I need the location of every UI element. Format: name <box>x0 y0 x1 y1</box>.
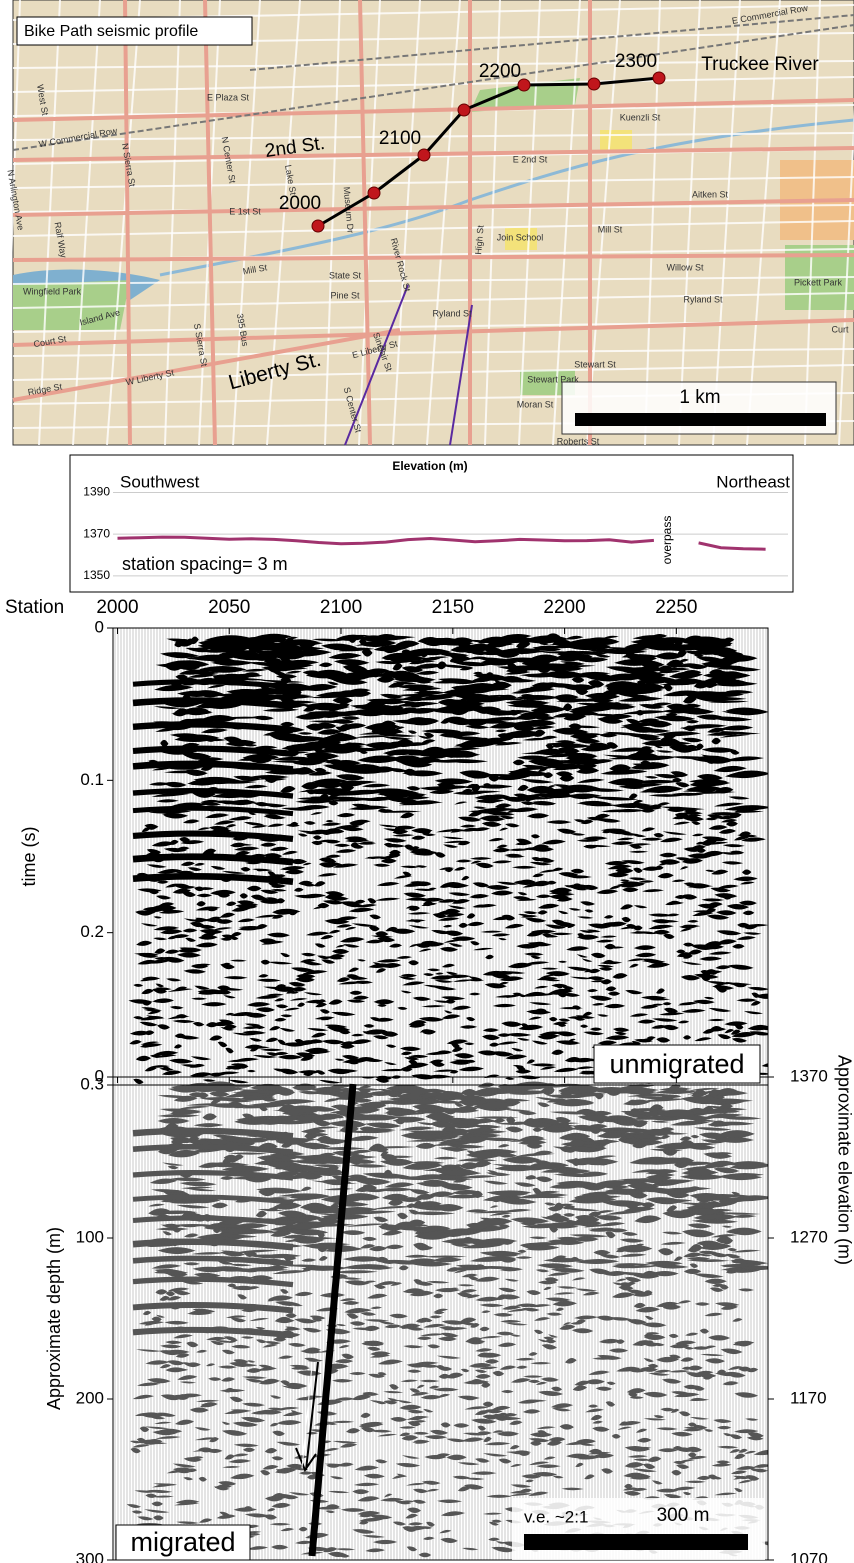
x-tick-label: 2150 <box>432 597 474 618</box>
y2-tick-label: 1270 <box>790 1227 828 1246</box>
station-label: 2000 <box>279 193 321 214</box>
annotation: station spacing= 3 m <box>122 554 288 574</box>
figure: E Commercial RowE Plaza StW Commercial R… <box>0 0 854 1563</box>
x-axis-label: Station <box>5 597 64 618</box>
y-tick-label: 0.1 <box>80 770 104 789</box>
y-tick-label: 1370 <box>83 526 110 540</box>
x-tick-label: 2000 <box>96 597 138 618</box>
street-label: Pickett Park <box>794 277 843 287</box>
station-dot <box>458 104 470 116</box>
scale-text: v.e. ~2:1 <box>524 1507 588 1526</box>
y2-axis-label: Approximate elevation (m) <box>834 1055 854 1265</box>
y-tick-label: 200 <box>76 1388 104 1407</box>
y-tick-label: 100 <box>76 1227 104 1246</box>
annotation: overpass <box>660 516 674 565</box>
block <box>600 130 632 150</box>
y-tick-label: 0 <box>95 1066 104 1085</box>
station-dot <box>653 72 665 84</box>
scale-text: 300 m <box>657 1505 710 1526</box>
street-label: E 1st St <box>229 206 261 216</box>
y-tick-label: 0 <box>95 617 104 636</box>
street-label: Willow St <box>666 262 704 272</box>
y2-tick-label: 1070 <box>790 1549 828 1563</box>
street-label: State St <box>329 270 362 280</box>
street-label: E Plaza St <box>207 92 250 102</box>
x-tick-label: 2250 <box>655 597 697 618</box>
street-label: Curt <box>831 324 849 334</box>
x-tick-label: 2100 <box>320 597 362 618</box>
y-axis-label: time (s) <box>19 827 39 887</box>
street-label: E 2nd St <box>513 154 548 164</box>
y-tick-label: 1350 <box>83 568 110 582</box>
station-label: 2100 <box>379 128 421 149</box>
station-label: 2200 <box>479 61 521 82</box>
y-tick-label: 0.2 <box>80 922 104 941</box>
scale-bar <box>524 1534 748 1550</box>
x-tick-label: 2200 <box>543 597 585 618</box>
y2-tick-label: 1370 <box>790 1066 828 1085</box>
x-tick-label: 2050 <box>208 597 250 618</box>
street-label: Pine St <box>330 290 360 300</box>
panel-label: migrated <box>130 1527 235 1557</box>
y-tick-label: 300 <box>76 1549 104 1563</box>
y2-tick-label: 1170 <box>790 1388 827 1407</box>
y-tick-label: 1390 <box>83 485 110 499</box>
station-dot <box>588 78 600 90</box>
chart-title: Elevation (m) <box>392 459 467 473</box>
street-label: Wingfield Park <box>23 286 82 296</box>
annotation: Southwest <box>120 472 200 491</box>
street-label: Roberts St <box>557 436 600 446</box>
street-label: Moran St <box>517 399 554 409</box>
scale-bar <box>575 413 826 426</box>
station-label: 2300 <box>615 51 657 72</box>
street-label: Stewart St <box>574 359 616 369</box>
station-dot <box>312 220 324 232</box>
street-label: Kuenzli St <box>620 112 661 122</box>
panel-label: unmigrated <box>609 1049 744 1079</box>
street-label: Ryland St <box>432 308 472 318</box>
y-axis-label: Approximate depth (m) <box>44 1227 64 1410</box>
scale-label: 1 km <box>679 387 720 408</box>
street-label: Mill St <box>598 224 623 234</box>
street-label: Ryland St <box>683 294 723 304</box>
map-title: Bike Path seismic profile <box>24 23 198 40</box>
annotation: Northeast <box>716 472 790 491</box>
place-label: Truckee River <box>701 54 819 75</box>
street-label: Join School <box>497 232 544 242</box>
street-label: Aitken St <box>692 189 729 199</box>
station-dot <box>418 149 430 161</box>
station-dot <box>368 187 380 199</box>
